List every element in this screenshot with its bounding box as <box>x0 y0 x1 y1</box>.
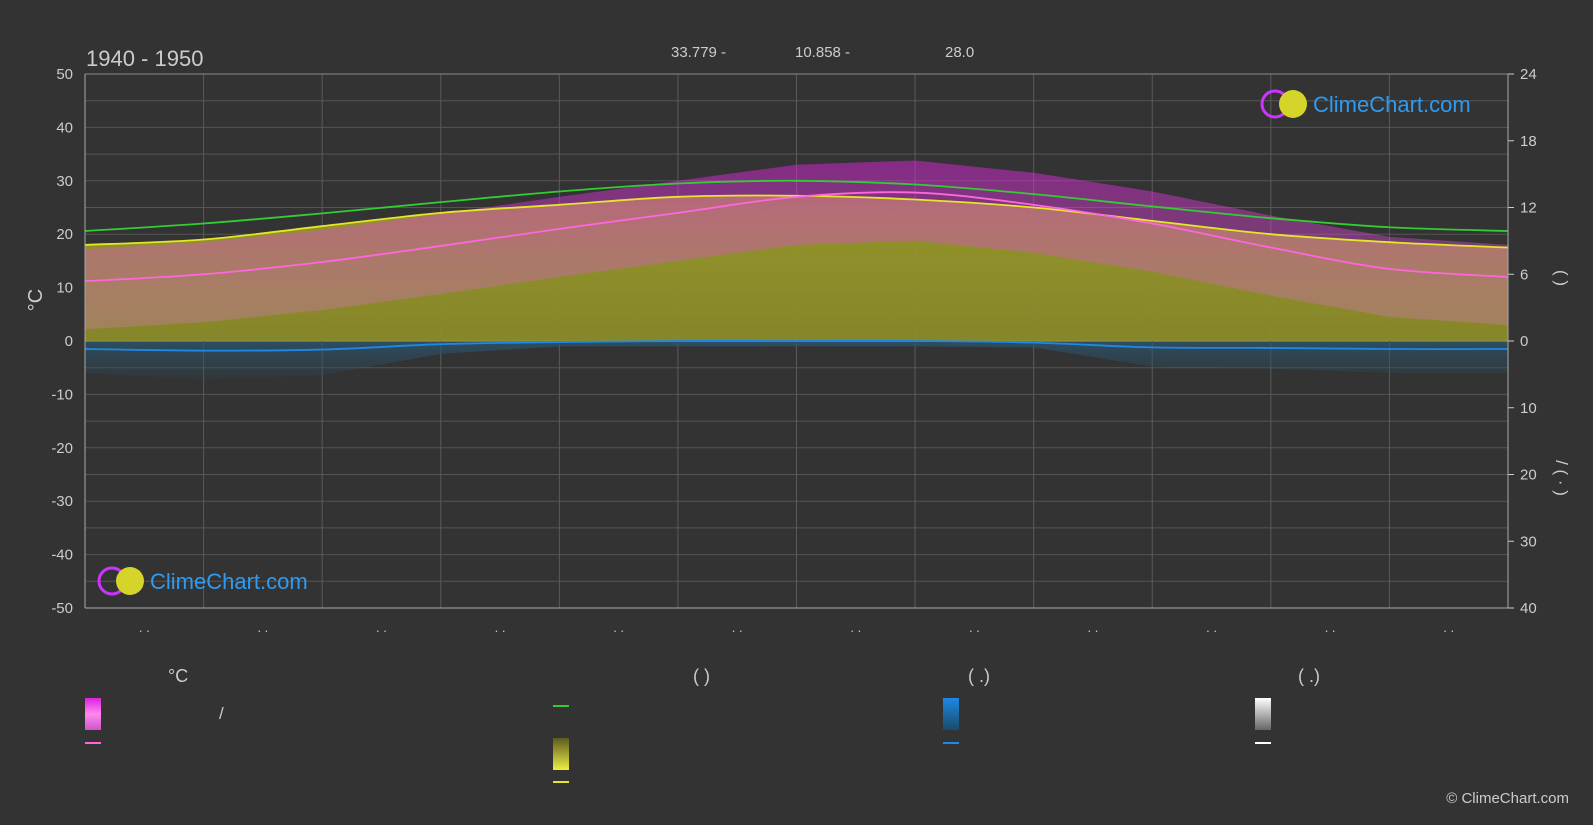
right-bottom-tick-label: 20 <box>1520 467 1537 484</box>
legend-item-rain <box>943 742 959 744</box>
left-tick-label: -20 <box>51 440 73 457</box>
series-line-daylight <box>84 179 1509 232</box>
legend-item-mean-temp <box>85 742 101 744</box>
legend-item-snow-range <box>1255 698 1271 730</box>
left-tick-label: -40 <box>51 547 73 564</box>
x-tick-label: . . <box>257 620 268 635</box>
logo-sun-icon <box>1279 90 1307 118</box>
legend-item-text: / <box>219 704 224 723</box>
brand-name-top: ClimeChart.com <box>1313 92 1471 117</box>
x-tick-label: . . <box>732 620 743 635</box>
right-top-tick-label: 0 <box>1520 333 1528 350</box>
legend-head-precipitation: ( .) <box>968 666 990 686</box>
x-tick-label: . . <box>1206 620 1217 635</box>
legend-swatch-green-line <box>553 705 569 707</box>
x-tick-label: . . <box>495 620 506 635</box>
temperature-range-band <box>85 160 1508 330</box>
right-top-tick-label: 24 <box>1520 66 1537 83</box>
x-tick-label: . . <box>850 620 861 635</box>
right-bottom-tick-label: 10 <box>1520 400 1537 417</box>
legend-swatch-white-line <box>1255 742 1271 744</box>
series-line-rain <box>84 339 1509 352</box>
right-axis-bottom-label: / ( · ) <box>1552 460 1571 496</box>
brand-name-bottom: ClimeChart.com <box>150 569 308 594</box>
legend-head-temperature: °C <box>168 666 189 686</box>
coord-longitude: 10.858 - <box>795 44 850 61</box>
brand-logo-bottom: ClimeChart.com <box>97 566 308 596</box>
copyright-text: © ClimeChart.com <box>1446 790 1569 807</box>
x-tick-label: . . <box>969 620 980 635</box>
left-tick-label: 20 <box>56 226 73 243</box>
axes: 50 40 30 20 10 0 -10 -20 -30 -40 -50 24 18 12 6 0 10 20 30… <box>51 66 1536 635</box>
left-tick-label: 30 <box>56 173 73 190</box>
legend-swatch-yellow-gradient <box>553 738 569 770</box>
legend-swatch-pink-line <box>85 742 101 744</box>
x-tick-label: . . <box>1443 620 1454 635</box>
brand-logo-top: ClimeChart.com <box>1260 89 1471 119</box>
legend-swatch-blue-gradient <box>943 698 959 730</box>
legend-head-snow: ( .) <box>1298 666 1320 686</box>
x-tick-label: . . <box>376 620 387 635</box>
legend-item-snow <box>1255 742 1271 744</box>
logo-sun-icon <box>116 567 144 595</box>
x-tick-label: . . <box>1088 620 1099 635</box>
right-top-tick-label: 18 <box>1520 133 1537 150</box>
period-title: 1940 - 1950 <box>86 46 203 71</box>
legend-item-daylight <box>553 705 569 707</box>
x-tick-label: . . <box>613 620 624 635</box>
area-fills <box>85 160 1508 380</box>
legend-swatch-blue-line <box>943 742 959 744</box>
legend-item-temp-range: / <box>85 698 224 730</box>
right-bottom-tick-label: 40 <box>1520 600 1537 617</box>
legend-item-sunshine-range <box>553 738 569 770</box>
series-lines <box>84 179 1509 352</box>
right-top-tick-label: 6 <box>1520 266 1528 283</box>
right-axis-top-label: ( ) <box>1552 270 1571 286</box>
series-line-sunshine <box>84 194 1509 249</box>
x-tick-label: . . <box>1325 620 1336 635</box>
coord-latitude: 33.779 - <box>671 44 726 61</box>
left-tick-label: -50 <box>51 600 73 617</box>
left-tick-label: 40 <box>56 119 73 136</box>
left-tick-label: -10 <box>51 386 73 403</box>
climate-chart: 50 40 30 20 10 0 -10 -20 -30 -40 -50 24 18 12 6 0 10 20 30… <box>25 44 1571 635</box>
precipitation-area <box>85 341 1508 380</box>
legend-item-sunshine <box>553 781 569 783</box>
elevation: 28.0 <box>945 44 974 61</box>
x-tick-label: . . <box>139 620 150 635</box>
right-top-tick-label: 12 <box>1520 200 1537 217</box>
legend-item-rain-range <box>943 698 959 730</box>
legend-swatch-magenta-gradient <box>85 698 101 730</box>
left-tick-label: 10 <box>56 280 73 297</box>
left-axis-label: °C <box>25 289 47 311</box>
left-tick-label: 0 <box>65 333 73 350</box>
legend-swatch-white-gradient <box>1255 698 1271 730</box>
left-tick-label: -30 <box>51 493 73 510</box>
right-bottom-tick-label: 30 <box>1520 533 1537 550</box>
left-tick-label: 50 <box>56 66 73 83</box>
legend-swatch-yellow-line <box>553 781 569 783</box>
legend-head-daylight: ( ) <box>693 666 710 686</box>
series-line-mean_temp <box>84 191 1509 283</box>
chart-svg: 50 40 30 20 10 0 -10 -20 -30 -40 -50 24 18 12 6 0 10 20 30… <box>25 44 1571 635</box>
legend: °C ( ) ( .) ( .) / © ClimeCha <box>0 640 1593 825</box>
